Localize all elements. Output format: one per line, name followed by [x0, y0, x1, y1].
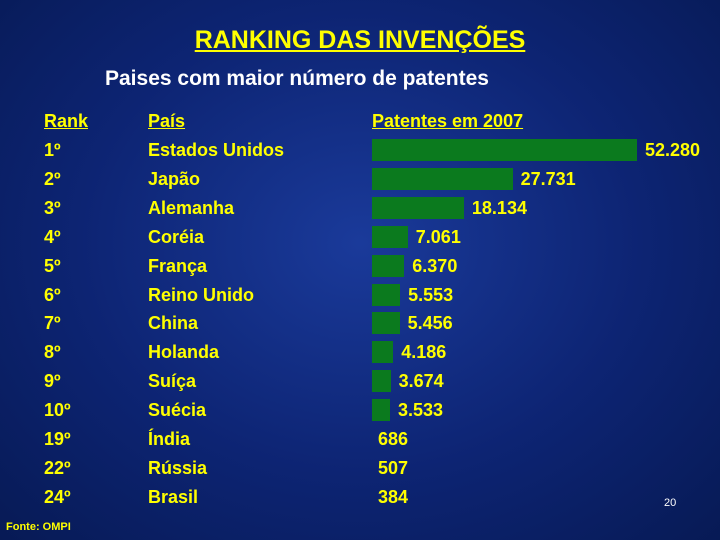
patent-value-label: 3.674 [398, 371, 444, 392]
patent-bar [372, 139, 637, 161]
source-note: Fonte: OMPI [6, 521, 71, 533]
header-country: País [148, 111, 186, 131]
slide-title: RANKING DAS INVENÇÕES [194, 26, 526, 54]
country-cell: França [148, 255, 208, 276]
patent-bar [372, 312, 400, 335]
rank-cell: 22º [44, 457, 71, 478]
rank-cell: 9º [44, 371, 61, 392]
country-cell: Suíça [148, 371, 197, 392]
header-rank: Rank [44, 111, 89, 131]
country-cell: Coréia [148, 226, 205, 247]
rank-cell: 6º [44, 284, 61, 305]
rank-cell: 24º [44, 486, 71, 507]
country-cell: China [148, 313, 199, 334]
rank-cell: 5º [44, 255, 61, 276]
patent-value-label: 18.134 [471, 197, 527, 218]
patent-value-label: 507 [378, 457, 409, 478]
rank-cell: 3º [44, 197, 61, 218]
patent-value-label: 27.731 [520, 168, 576, 189]
header-patents: Patentes em 2007 [372, 111, 524, 131]
country-cell: Estados Unidos [148, 140, 285, 160]
country-cell: Suécia [148, 400, 207, 421]
patent-bar [372, 167, 513, 190]
patent-value-label: 52.280 [645, 140, 701, 160]
rank-cell: 4º [44, 226, 61, 247]
patent-value-label: 686 [378, 429, 409, 449]
country-cell: Alemanha [148, 197, 235, 218]
slide-number: 20 [664, 497, 677, 509]
rank-cell: 2º [44, 168, 61, 189]
patent-bar [372, 225, 408, 248]
patent-value-label: 6.370 [412, 255, 458, 276]
rank-cell: 19º [44, 429, 71, 449]
patent-value-label: 5.456 [407, 313, 453, 334]
country-cell: Brasil [148, 486, 199, 507]
rank-cell: 7º [44, 313, 61, 334]
country-cell: Japão [148, 168, 201, 189]
patent-bar [372, 254, 405, 277]
country-cell: Rússia [148, 457, 208, 478]
rank-cell: 10º [44, 400, 71, 421]
patent-bar [372, 283, 401, 306]
patent-bar [372, 196, 464, 219]
patent-value-label: 384 [378, 486, 409, 507]
patent-value-label: 3.533 [398, 400, 444, 421]
patent-bar [372, 370, 391, 393]
patent-value-label: 5.553 [408, 284, 454, 305]
country-cell: Holanda [148, 342, 220, 363]
country-cell: Reino Unido [148, 284, 254, 305]
slide-subtitle: Paises com maior número de patentes [105, 67, 489, 90]
rank-cell: 1º [44, 140, 61, 160]
rank-cell: 8º [44, 342, 61, 363]
patent-value-label: 7.061 [415, 226, 461, 247]
patent-bar [372, 341, 394, 364]
patent-bar [372, 399, 390, 422]
country-cell: Índia [148, 429, 191, 449]
patent-value-label: 4.186 [401, 342, 447, 363]
